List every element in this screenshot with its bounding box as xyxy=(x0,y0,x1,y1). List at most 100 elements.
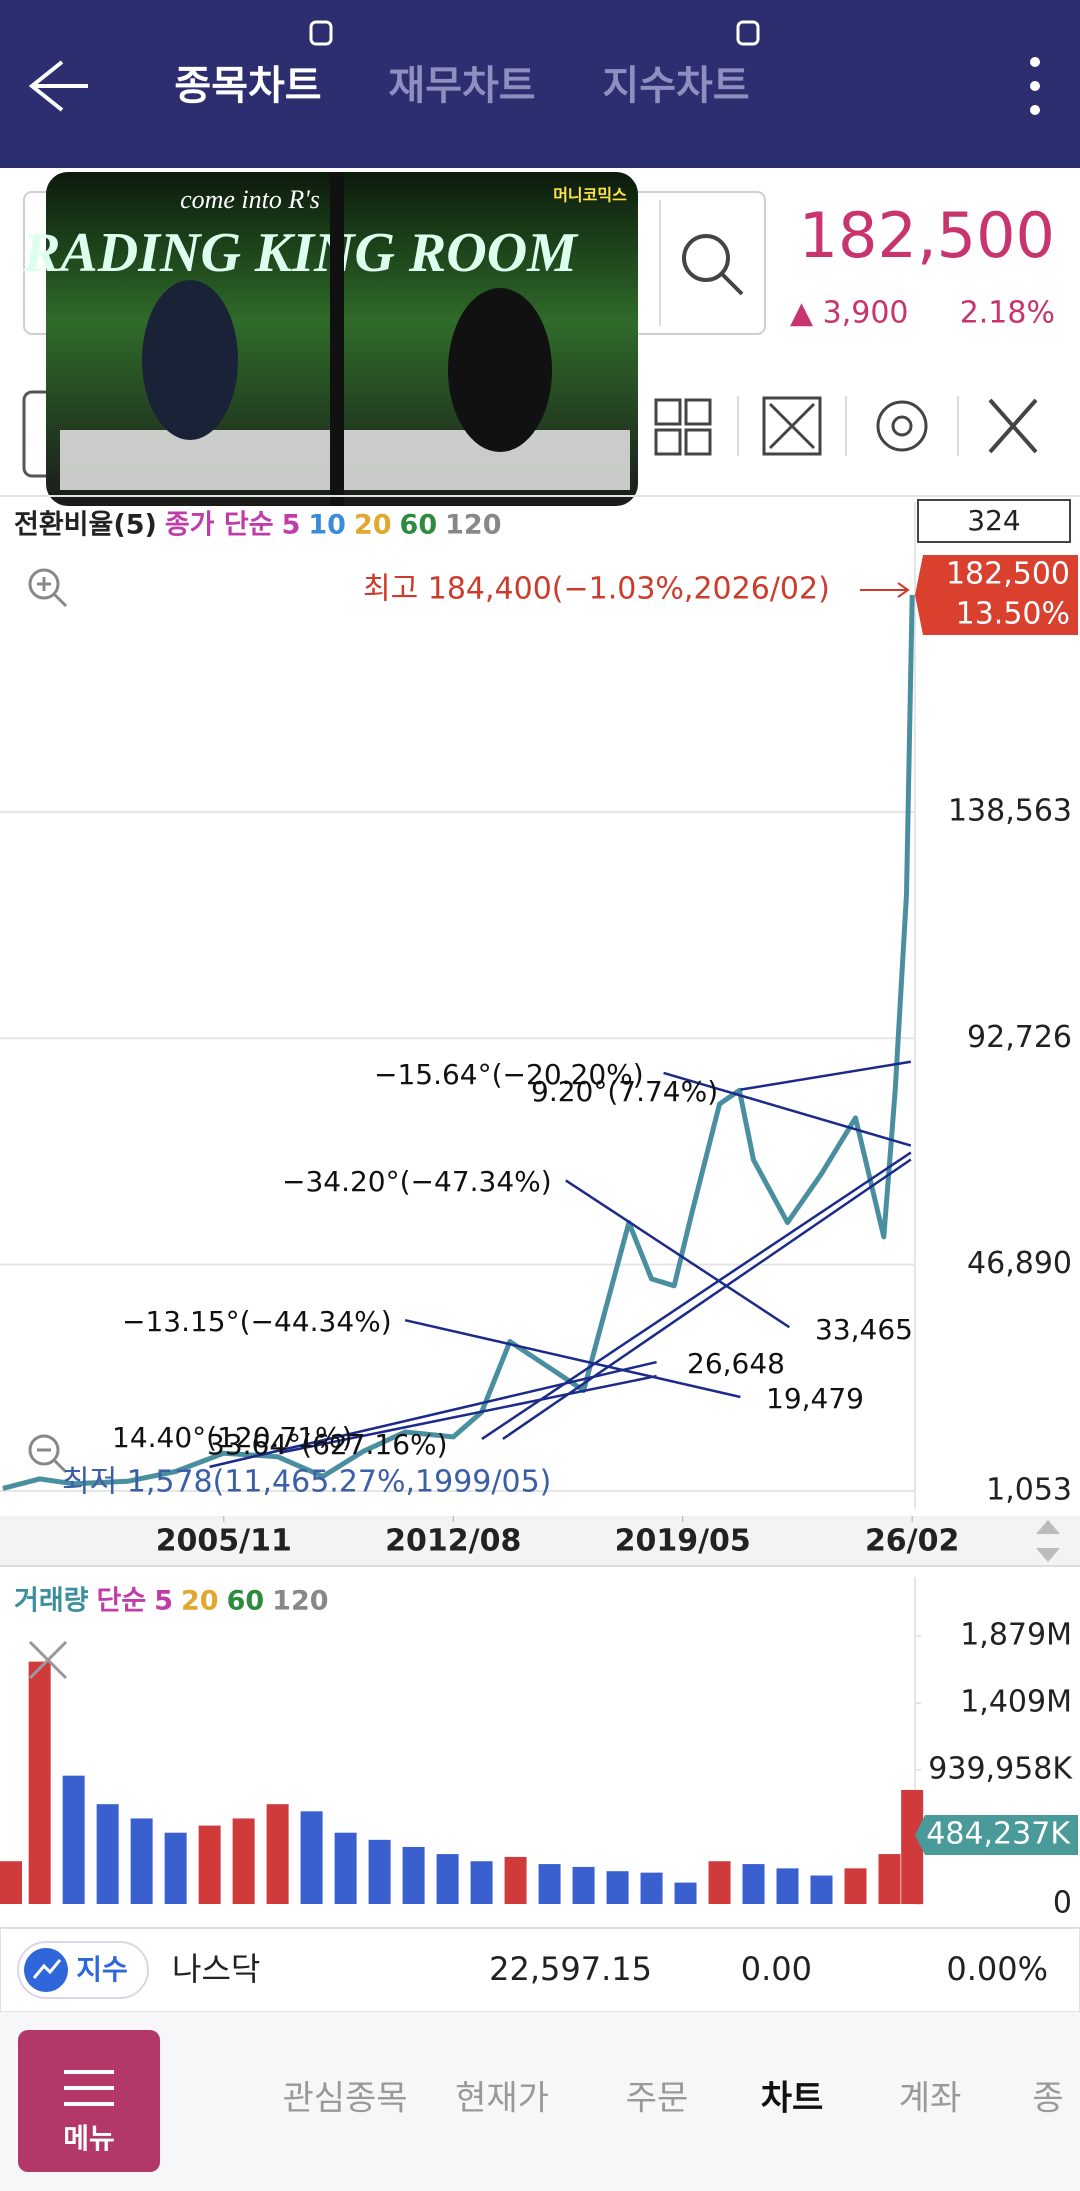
legend-item: 전환비율(5) xyxy=(14,510,157,541)
menu-icon xyxy=(64,2070,114,2106)
tab-icon xyxy=(736,20,760,46)
y-tick-label: 138,563 xyxy=(948,793,1072,828)
y-tick-label: 939,958K xyxy=(928,1751,1073,1786)
legend-item: 120 xyxy=(272,1586,328,1617)
volume-bar xyxy=(504,1856,527,1904)
volume-bar xyxy=(742,1864,765,1904)
x-axis-band xyxy=(0,1516,1080,1566)
high-note: 최고 184,400(−1.03%,2026/02) xyxy=(363,572,830,607)
nav-item[interactable]: 계좌 xyxy=(899,2079,962,2119)
zoom-out-icon[interactable] xyxy=(28,1434,68,1474)
legend-item: 단순 xyxy=(97,1586,147,1617)
y-tick-label: 92,726 xyxy=(967,1020,1072,1055)
legend-item: 20 xyxy=(354,510,392,541)
volume-bar xyxy=(62,1775,85,1904)
trend-line xyxy=(404,1318,741,1399)
zoom-handle xyxy=(37,1448,68,1474)
video-text: come into R's xyxy=(180,185,320,214)
volume-bar xyxy=(901,1789,924,1904)
nav-item[interactable]: 관심종목 xyxy=(282,2079,407,2119)
trend-annotation: −15.64°(−20.20%) xyxy=(374,1058,644,1091)
volume-bar xyxy=(266,1804,289,1904)
current-volume-box xyxy=(915,1814,1078,1855)
volume-bar xyxy=(640,1872,663,1904)
price-rate: 2.18% xyxy=(960,296,1055,331)
volume-bar xyxy=(28,1661,51,1904)
tab-active[interactable]: 종목차트 xyxy=(174,63,321,109)
zoom-handle xyxy=(37,577,68,608)
tools-icon[interactable] xyxy=(988,398,1038,454)
nav-item[interactable]: 주문 xyxy=(626,2079,689,2119)
volume-bar xyxy=(708,1861,731,1904)
bottom-nav xyxy=(0,2012,1080,2191)
current-price-box xyxy=(915,554,1078,635)
x-tick-label: 26/02 xyxy=(865,1524,959,1559)
video-text: RADING KING ROOM xyxy=(22,222,579,284)
volume-bar xyxy=(232,1818,255,1904)
volume-bar xyxy=(470,1861,493,1904)
header-bar xyxy=(0,0,1080,168)
trend-line xyxy=(565,1179,790,1329)
tab[interactable]: 재무차트 xyxy=(388,63,535,109)
trend-line xyxy=(740,1060,912,1091)
trend-annotation: −34.20°(−47.34%) xyxy=(282,1165,552,1198)
volume-bar xyxy=(674,1882,697,1904)
low-note: 최저 1,578(11,465.27%,1999/05) xyxy=(62,1465,551,1500)
volume-bar xyxy=(334,1832,357,1904)
zoom-in-icon[interactable] xyxy=(28,568,68,608)
legend-item: 10 xyxy=(308,510,346,541)
legend-item: 120 xyxy=(445,510,501,541)
high-arrow xyxy=(860,582,910,598)
trend-annotation: 26,648 xyxy=(687,1347,785,1380)
video-text: 머니코믹스 xyxy=(553,186,627,205)
trend-line xyxy=(279,1374,657,1455)
video-person xyxy=(142,280,238,440)
volume-bar xyxy=(572,1866,595,1904)
video-desk xyxy=(60,430,630,490)
expand-icon[interactable] xyxy=(762,396,822,456)
volume-bar xyxy=(96,1804,119,1904)
close-icon[interactable] xyxy=(28,1640,68,1680)
trend-annotation: 9.20°(7.74%) xyxy=(531,1075,718,1108)
zoom-glass xyxy=(28,1434,60,1466)
settings-icon[interactable] xyxy=(876,400,928,452)
volume-bar xyxy=(776,1868,799,1904)
trend-annotation: 33,465 xyxy=(815,1313,913,1346)
search-icon[interactable] xyxy=(682,234,744,296)
volume-bar xyxy=(0,1861,22,1904)
x-tick-label: 2012/08 xyxy=(385,1524,521,1559)
price: 182,500 xyxy=(799,199,1055,272)
current-volume-label: 484,237K xyxy=(926,1816,1071,1851)
volume-bar xyxy=(844,1868,867,1904)
period-value: 324 xyxy=(967,504,1020,537)
y-tick-label: 0 xyxy=(1053,1886,1072,1921)
index-name: 나스닥 xyxy=(172,1950,260,1988)
nav-item[interactable]: 현재가 xyxy=(455,2079,549,2119)
menu-button[interactable] xyxy=(18,2030,160,2172)
index-badge-arrow xyxy=(32,1959,62,1979)
index-badge-label: 지수 xyxy=(76,1953,128,1986)
volume-bar xyxy=(538,1864,561,1904)
nav-item[interactable]: 종 xyxy=(1032,2079,1063,2119)
y-tick-label: 1,879M xyxy=(960,1618,1072,1653)
index-rate: 0.00% xyxy=(946,1950,1048,1988)
more-button[interactable] xyxy=(1030,57,1040,115)
volume-bar xyxy=(198,1825,221,1904)
volume-bar xyxy=(436,1854,459,1904)
scroll-arrows[interactable] xyxy=(1036,1520,1060,1562)
legend-item: 5 xyxy=(282,510,301,541)
back-button[interactable] xyxy=(28,60,88,112)
zoom-glass xyxy=(28,568,60,600)
volume-bar xyxy=(300,1811,323,1904)
y-tick-label: 46,890 xyxy=(967,1246,1072,1281)
tab[interactable]: 지수차트 xyxy=(602,63,749,109)
legend-item: 60 xyxy=(227,1586,265,1617)
nav-item[interactable]: 차트 xyxy=(761,2079,824,2119)
layout-icon[interactable] xyxy=(654,398,712,456)
x-axis: 2005/11 2012/08 2019/05 26/02 xyxy=(156,1516,959,1559)
video-stripe xyxy=(330,172,344,506)
period-box[interactable] xyxy=(917,499,1071,543)
price-change: ▲ 3,900 xyxy=(790,296,909,331)
price-chart: 전환비율(5) 종가 단순 5 10 20 60 120 324 1,053 46,890 92,7… xyxy=(0,499,1078,1509)
menu-label: 메뉴 xyxy=(63,2122,115,2155)
